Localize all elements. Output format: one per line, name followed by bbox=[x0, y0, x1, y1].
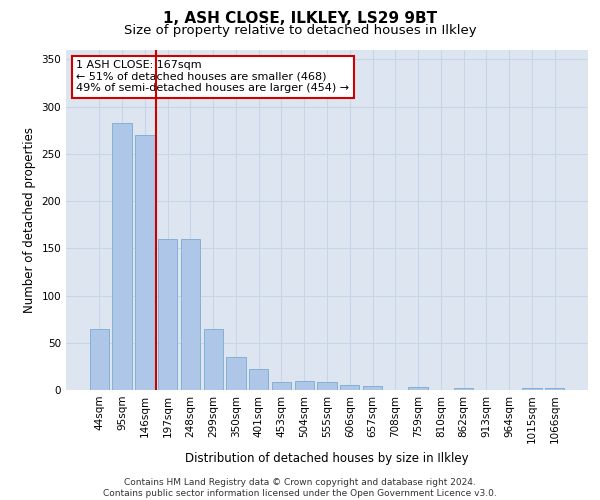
Bar bbox=[317, 382, 337, 390]
Bar bbox=[112, 122, 132, 390]
Bar bbox=[340, 386, 359, 390]
Bar bbox=[135, 135, 155, 390]
Bar bbox=[249, 369, 268, 390]
Bar bbox=[90, 328, 109, 390]
Text: Size of property relative to detached houses in Ilkley: Size of property relative to detached ho… bbox=[124, 24, 476, 37]
Bar bbox=[363, 386, 382, 390]
Bar bbox=[181, 239, 200, 390]
Y-axis label: Number of detached properties: Number of detached properties bbox=[23, 127, 36, 313]
Bar bbox=[203, 328, 223, 390]
Bar bbox=[409, 387, 428, 390]
Bar bbox=[295, 380, 314, 390]
Text: 1, ASH CLOSE, ILKLEY, LS29 9BT: 1, ASH CLOSE, ILKLEY, LS29 9BT bbox=[163, 11, 437, 26]
Text: Contains HM Land Registry data © Crown copyright and database right 2024.
Contai: Contains HM Land Registry data © Crown c… bbox=[103, 478, 497, 498]
X-axis label: Distribution of detached houses by size in Ilkley: Distribution of detached houses by size … bbox=[185, 452, 469, 465]
Bar bbox=[272, 382, 291, 390]
Bar bbox=[545, 388, 564, 390]
Text: 1 ASH CLOSE: 167sqm
← 51% of detached houses are smaller (468)
49% of semi-detac: 1 ASH CLOSE: 167sqm ← 51% of detached ho… bbox=[76, 60, 350, 94]
Bar bbox=[226, 357, 245, 390]
Bar bbox=[522, 388, 542, 390]
Bar bbox=[158, 239, 178, 390]
Bar bbox=[454, 388, 473, 390]
